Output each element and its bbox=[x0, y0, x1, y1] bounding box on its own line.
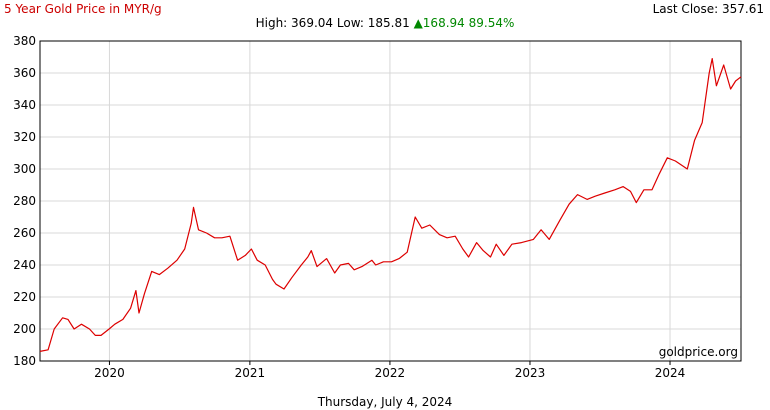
last-close-readout: Last Close: 357.61 bbox=[653, 2, 764, 16]
change-value: 168.94 bbox=[422, 16, 465, 30]
x-tick-label: 2023 bbox=[515, 366, 546, 380]
x-tick-label: 2022 bbox=[375, 366, 406, 380]
x-tick-label: 2024 bbox=[655, 366, 686, 380]
last-close-label: Last Close: bbox=[652, 2, 719, 16]
chart-title: 5 Year Gold Price in MYR/g bbox=[4, 2, 162, 16]
y-tick-label: 320 bbox=[13, 130, 36, 144]
date-caption: Thursday, July 4, 2024 bbox=[317, 395, 453, 409]
x-tick-label: 2021 bbox=[235, 366, 266, 380]
change-percent: 89.54% bbox=[468, 16, 515, 30]
x-axis: 2020 2021 2022 2023 2024 bbox=[94, 361, 685, 380]
y-tick-label: 220 bbox=[13, 290, 36, 304]
high-label: High: bbox=[255, 16, 288, 30]
y-tick-label: 300 bbox=[13, 162, 36, 176]
y-tick-label: 180 bbox=[13, 354, 36, 368]
y-tick-label: 200 bbox=[13, 322, 36, 336]
plot-area-frame bbox=[39, 40, 742, 362]
last-close-value: 357.61 bbox=[722, 2, 764, 16]
y-tick-label: 260 bbox=[13, 226, 36, 240]
y-tick-label: 240 bbox=[13, 258, 36, 272]
y-tick-label: 280 bbox=[13, 194, 36, 208]
price-stats: High: 369.04 Low: 185.81 ▲168.94 89.54% bbox=[0, 16, 770, 30]
y-tick-label: 340 bbox=[13, 98, 36, 112]
y-tick-label: 380 bbox=[13, 34, 36, 48]
low-value: 185.81 bbox=[367, 16, 410, 30]
watermark-text: goldprice.org bbox=[659, 345, 738, 359]
x-tick-label: 2020 bbox=[94, 366, 125, 380]
high-value: 369.04 bbox=[291, 16, 334, 30]
low-label: Low: bbox=[336, 16, 364, 30]
y-axis: 180 200 220 240 260 280 300 320 340 360 380 bbox=[13, 34, 36, 368]
y-tick-label: 360 bbox=[13, 66, 36, 80]
price-series-line bbox=[39, 58, 742, 352]
up-triangle-icon: ▲ bbox=[413, 16, 423, 30]
